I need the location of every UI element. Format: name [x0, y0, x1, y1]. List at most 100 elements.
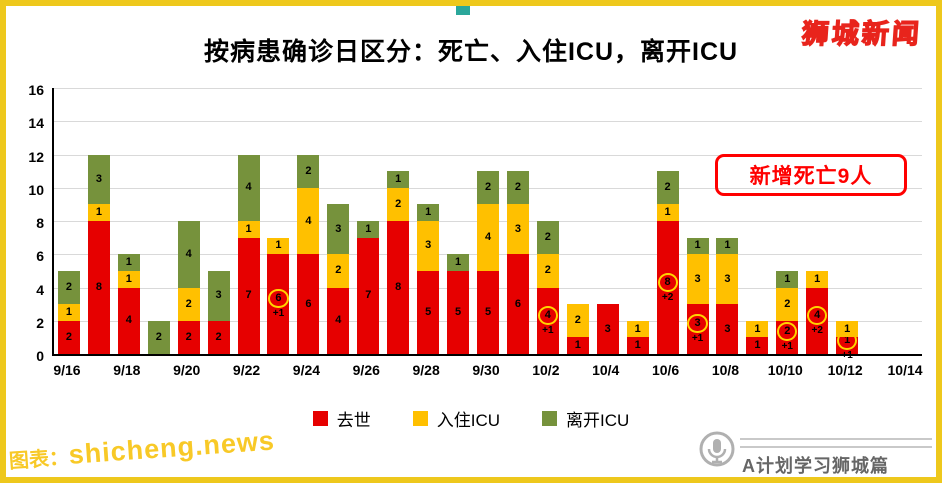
bar-segment-去世: 6	[297, 254, 320, 354]
bar-segment-去世: 7	[357, 237, 380, 354]
bar-segment-入住ICU: 1	[57, 304, 80, 321]
bar-segment-去世: 5	[477, 270, 499, 354]
bar-value-label: 4	[245, 181, 252, 194]
plot-area: 2 1 2 8 1 3 4 1 1 2 2 2 4 2 3 7 1 4 6 +1 1 6 4 2 4 2 3 7 1 8 2 1 5 3 1 5 1 5 4…	[52, 88, 922, 360]
x-axis-tick-label: 9/30	[472, 362, 500, 378]
bar-value-label: 4	[125, 314, 132, 327]
x-axis: 9/16 9/18 9/20 9/22 9/24 9/26 9/28 9/30 10/2 10/4…	[52, 362, 922, 384]
bar-value-label: 2	[544, 264, 551, 277]
bar-value-label: 3	[694, 272, 701, 285]
bar-segment-入住ICU: 1	[656, 204, 679, 221]
chart-title: 按病患确诊日区分：死亡、入住ICU，离开ICU	[203, 38, 739, 66]
bar-value-label: 2	[784, 297, 791, 310]
bar-segment-入住ICU: 1	[836, 320, 859, 338]
bar-segment-入住ICU: 3	[686, 254, 709, 305]
bar-value-label: 6	[514, 297, 521, 310]
legend: 去世 入住ICU 离开ICU	[6, 406, 936, 431]
gridline	[54, 121, 922, 123]
delta-label: +1	[841, 349, 853, 361]
bar-segment-入住ICU: 1	[87, 204, 110, 221]
gridline	[54, 154, 922, 156]
bar-segment-离开ICU: 2	[506, 171, 529, 205]
watermark: 图表：shicheng.news	[8, 425, 276, 475]
bar-segment-离开ICU: 1	[716, 237, 739, 255]
bar-segment-入住ICU: 2	[566, 304, 589, 338]
bar-segment-入住ICU: 1	[626, 320, 649, 338]
bar-segment-离开ICU: 1	[447, 254, 470, 271]
bar-value-label: 6	[268, 289, 289, 309]
bar-segment-入住ICU: 3	[506, 204, 529, 255]
bar-segment-入住ICU: 2	[327, 254, 350, 288]
x-axis-tick-label: 9/24	[292, 362, 321, 378]
delta-label: +1	[781, 341, 793, 353]
bar-segment-离开ICU: 2	[536, 221, 559, 255]
bar-segment-离开ICU: 1	[387, 171, 410, 188]
bar-segment-离开ICU: 1	[117, 254, 140, 271]
gridline	[54, 88, 922, 89]
delta-label: +1	[542, 324, 554, 336]
bar-segment-去世: 4	[117, 287, 140, 354]
legend-item: 入住ICU	[412, 406, 500, 431]
bar-segment-去世: 6	[506, 254, 529, 354]
bar-segment-离开ICU: 2	[477, 171, 499, 205]
bar-value-label: 1	[634, 322, 641, 335]
bar-value-label: 4	[305, 214, 312, 227]
bar-segment-入住ICU: 1	[267, 237, 290, 255]
bar-value-label: 2	[544, 231, 551, 244]
bar-segment-去世: 2 +1	[776, 320, 799, 354]
x-axis-tick-label: 9/20	[173, 362, 201, 378]
y-axis-tick-label: 2	[36, 314, 44, 331]
bar-value-label: 2	[215, 330, 222, 343]
bar-value-label: 2	[777, 322, 798, 342]
watermark-prefix: 图表：	[8, 446, 70, 474]
bar-value-label: 3	[687, 314, 708, 334]
bar-segment-入住ICU: 2	[776, 287, 799, 321]
legend-swatch	[542, 411, 557, 426]
bar-value-label: 2	[514, 181, 521, 194]
bar-value-label: 2	[155, 330, 162, 343]
bar-segment-去世: 5	[417, 270, 440, 354]
bar-value-label: 4	[185, 247, 192, 260]
bar-segment-离开ICU: 2	[147, 320, 170, 354]
bar-value-label: 1	[694, 239, 701, 252]
bar-segment-去世: 2	[57, 320, 80, 354]
bar-segment-去世: 3	[716, 304, 739, 354]
bar-value-label: 5	[425, 305, 432, 318]
bar-segment-去世: 4 +2	[806, 287, 829, 354]
y-axis-tick-label: 14	[28, 115, 44, 132]
new-deaths-annotation: 新增死亡9人	[715, 154, 907, 196]
brand-logo: 狮城新闻	[800, 18, 923, 49]
delta-label: +2	[661, 291, 674, 303]
bar-value-label: 7	[245, 289, 252, 302]
bar-value-label: 2	[484, 181, 492, 194]
bar-value-label: 8	[395, 281, 402, 293]
bar-value-label: 1	[784, 272, 791, 285]
bar-segment-离开ICU: 2	[57, 270, 80, 305]
bar-value-label: 4	[537, 305, 558, 325]
bar-segment-入住ICU: 2	[177, 287, 200, 321]
bar-segment-入住ICU: 1	[746, 320, 769, 338]
bar-value-label: 3	[425, 239, 432, 252]
bar-value-label: 2	[65, 330, 73, 343]
bar-value-label: 4	[335, 314, 342, 327]
legend-label: 去世	[336, 411, 371, 430]
bar-value-label: 6	[305, 297, 312, 310]
y-axis-tick-label: 8	[36, 215, 44, 231]
x-axis-tick-label: 10/12	[827, 362, 863, 378]
bar-segment-去世: 6 +1	[267, 254, 290, 354]
y-axis-tick-label: 4	[36, 281, 44, 298]
bar-value-label: 5	[484, 305, 492, 318]
decor-square	[456, 6, 470, 15]
bar-segment-离开ICU: 1	[686, 237, 709, 255]
x-axis-tick-label: 9/16	[53, 362, 81, 378]
bar-value-label: 1	[125, 256, 132, 269]
bar-segment-离开ICU: 3	[207, 270, 230, 321]
bar-segment-去世: 1	[626, 337, 649, 354]
microphone-icon	[699, 431, 735, 467]
bar-value-label: 1	[455, 256, 462, 269]
bar-segment-入住ICU: 2	[387, 187, 410, 221]
bar-value-label: 1	[754, 339, 761, 352]
bar-segment-离开ICU: 3	[87, 154, 110, 205]
bar-value-label: 3	[514, 222, 521, 235]
